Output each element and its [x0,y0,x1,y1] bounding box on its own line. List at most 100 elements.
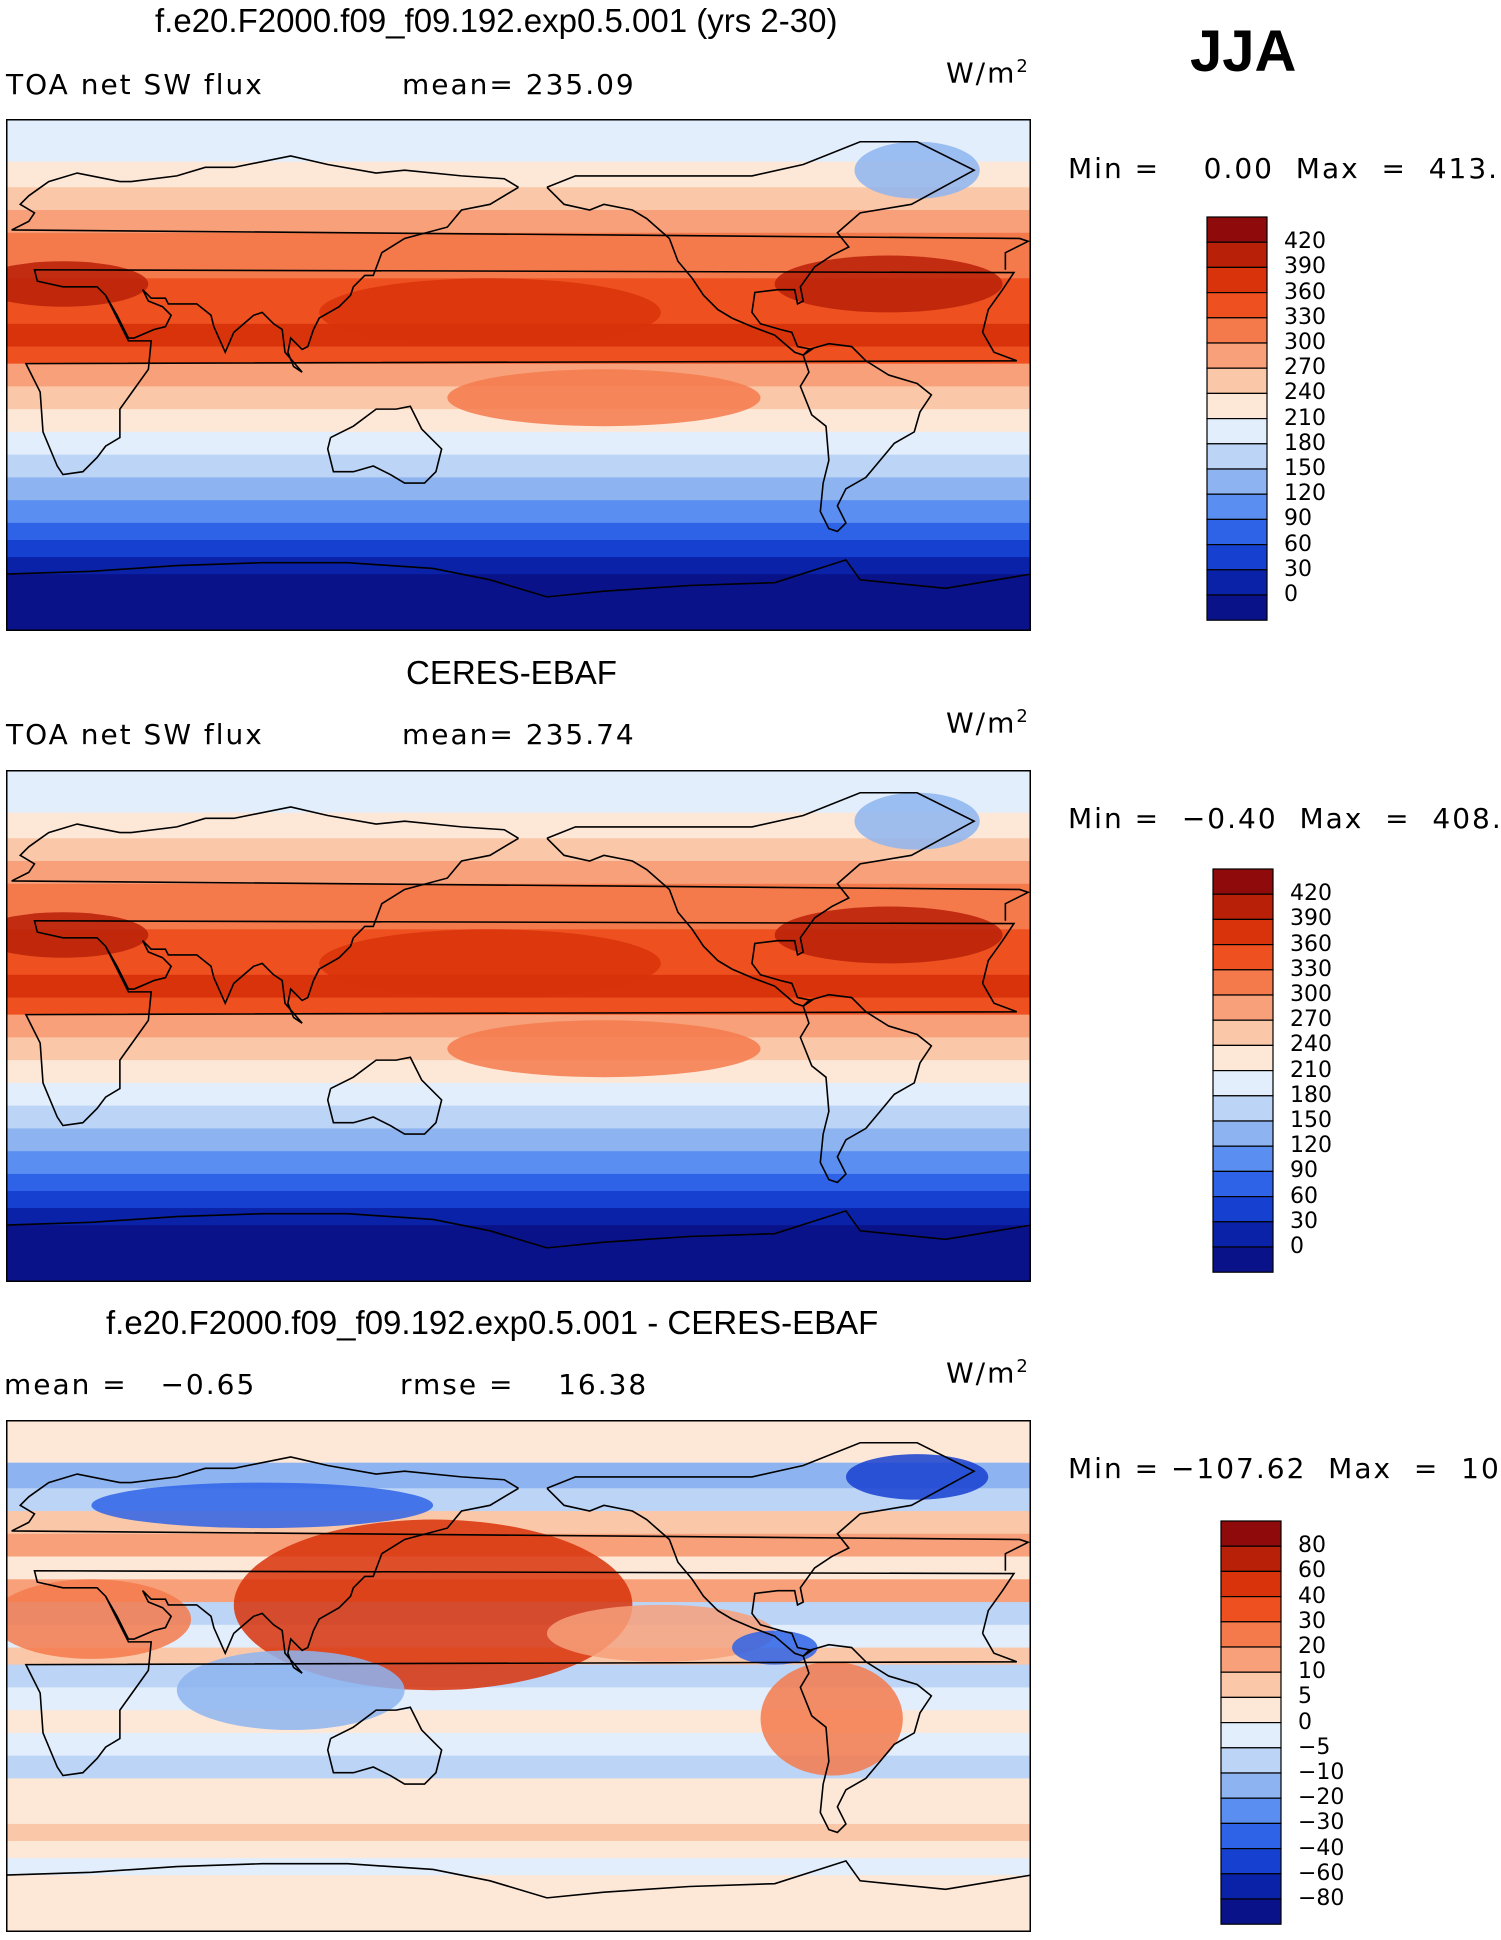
coastline [11,1456,1031,1571]
coastline [104,1487,519,1674]
field-band [6,1105,1031,1129]
colorbar-tick-label: 180 [1284,430,1326,456]
map-canvas [6,770,1031,1282]
colorbar-tick-label: 120 [1290,1133,1332,1159]
colorbar-swatch [1220,1898,1282,1925]
coastline [546,1441,976,1657]
colorbar-tick-label: 10 [1298,1659,1326,1685]
colorbar-swatch [1212,1019,1274,1046]
colorbar-tick-label: 360 [1284,279,1326,305]
colorbar-tick-label: 150 [1284,456,1326,481]
field-band [6,906,1031,930]
panel-diff-colorbar: 80 60 40 30 20 10 5 0 −5 −10 −20 −30 −40 −60 −80 [1220,1520,1344,1931]
field-feature [6,912,149,958]
field-band [6,770,1031,814]
panel-diff-rmse-label: rmse = 16.38 [400,1368,649,1401]
colorbar-swatch [1206,518,1268,546]
panel-model-title: f.e20.F2000.f09_f09.192.exp0.5.001 (yrs … [155,2,838,39]
colorbar-tick-label: 240 [1284,380,1326,406]
field-band [6,1225,1031,1282]
colorbar-swatch [1206,317,1268,344]
colorbar-tick-label: −30 [1298,1810,1345,1836]
field-feature [6,1579,192,1659]
colorbar-tick-label: 210 [1290,1057,1332,1083]
colorbar-swatch [1206,468,1268,495]
colorbar-swatch [1220,1545,1282,1573]
coastline [546,791,976,1007]
field-feature [176,1650,405,1731]
colorbar-tick-label: −20 [1298,1785,1345,1811]
field-feature [447,369,761,427]
field-band [6,232,1031,257]
colorbar-swatch [1212,1044,1274,1072]
field-band [6,861,1031,885]
panel-model-map [6,119,1031,631]
colorbar-swatch [1206,266,1268,294]
field-feature [233,1519,633,1691]
field-feature [319,278,661,347]
coastline [546,1487,804,1657]
colorbar-tick-label: 60 [1290,1183,1318,1209]
field-feature [319,929,661,998]
colorbar-swatch [1212,868,1274,895]
colorbar-tick-label: 90 [1284,506,1312,532]
panel-obs-mean-label: mean= 235.74 [402,718,636,751]
panel-diff-unit: W/m2 [946,1356,1028,1390]
colorbar-tick-label: 240 [1290,1032,1332,1058]
coastline [326,405,443,484]
coastline [326,1706,443,1785]
colorbar-tick-label: 0 [1284,582,1298,607]
colorbar-swatch [1220,1873,1282,1900]
coastline [799,342,933,533]
colorbar-tick-label: 300 [1290,982,1332,1007]
colorbar-tick-label: 80 [1298,1533,1326,1559]
colorbar-tick-label: 150 [1290,1108,1332,1133]
colorbar-tick-label: 60 [1284,531,1312,557]
colorbar-tick-label: 390 [1290,906,1332,932]
colorbar-swatch [1206,241,1268,269]
coastline [104,837,519,1024]
field-band [6,997,1031,1016]
colorbar-tick-label: 0 [1298,1709,1312,1735]
field-band [6,522,1031,541]
colorbar-swatch [1220,1747,1282,1774]
colorbar-swatch [1206,342,1268,369]
colorbar-swatch [1206,569,1268,596]
field-feature [774,255,1003,313]
colorbar-swatch [1220,1797,1282,1825]
field-band [6,477,1031,501]
panel-model-field-label: TOA net SW flux [6,68,264,101]
field-feature [760,1661,903,1776]
map-frame [6,770,1031,1282]
panel-diff-map [6,1420,1031,1932]
coastline [104,186,519,373]
panel-obs-minmax: Min = −0.40 Max = 408.76 [1068,802,1501,835]
colorbar-swatch [1206,418,1268,445]
field-band [6,1801,1031,1825]
colorbar-tick-label: 390 [1284,254,1326,280]
map-frame [6,119,1031,631]
field-band [6,1840,1031,1859]
colorbar-tick-label: 20 [1298,1634,1326,1659]
colorbar-swatch [1212,994,1274,1021]
map-canvas [6,1420,1031,1932]
season-label: JJA [1190,19,1297,84]
colorbar-boxes [1220,1520,1282,1925]
colorbar-tick-label: 0 [1290,1234,1304,1259]
colorbar-swatch [1220,1671,1282,1698]
coastline [799,1643,933,1834]
colorbar-swatch [1220,1696,1282,1724]
field-band [6,557,1031,575]
colorbar-swatch [1212,1246,1274,1273]
coastline [24,1569,1018,1777]
colorbar-swatch [1212,918,1274,946]
panel-diff-mean-label: mean = −0.65 [4,1368,257,1401]
colorbar-swatch [1206,216,1268,243]
field-band [6,1082,1031,1107]
colorbar-tick-label: 270 [1284,355,1326,381]
colorbar-tick-label: 40 [1298,1583,1326,1609]
colorbar-swatch [1220,1848,1282,1875]
colorbar-tick-label: 420 [1290,881,1332,907]
colorbar-tick-label: −60 [1298,1860,1345,1886]
coastline [11,155,1031,270]
